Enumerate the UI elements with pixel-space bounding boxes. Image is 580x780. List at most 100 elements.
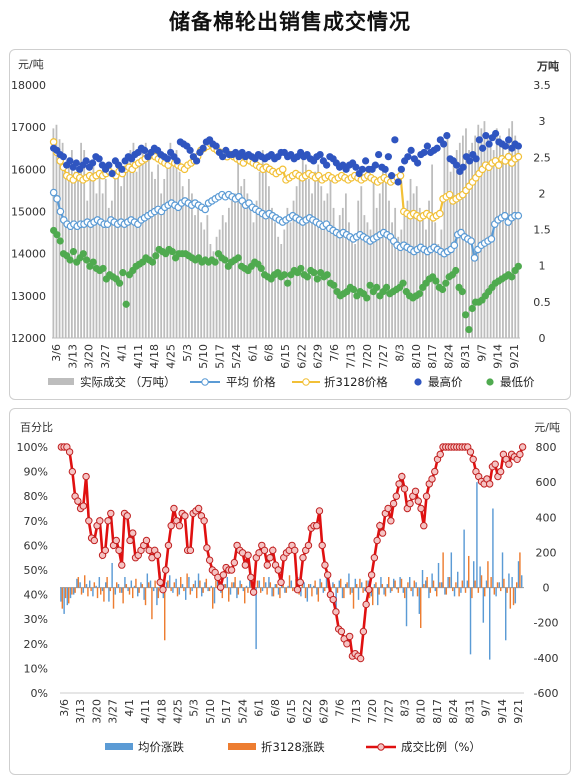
avg-change-bar <box>508 573 510 588</box>
min-price-point <box>221 256 229 264</box>
deal-ratio-point <box>406 499 414 508</box>
converted-change-bar <box>324 587 326 592</box>
x-tick-label: 6/29 <box>317 699 330 724</box>
avg-change-bar <box>287 585 289 588</box>
volume-bar <box>184 200 187 338</box>
deal-ratio-point <box>74 497 82 505</box>
volume-bar <box>258 171 261 338</box>
right-tick-label: 3.5 <box>533 79 551 92</box>
x-tick-label: 7/6 <box>334 699 347 717</box>
volume-bar <box>240 186 243 338</box>
volume-bar <box>243 178 246 338</box>
avg-change-bar <box>217 578 219 588</box>
x-tick-label: 4/18 <box>148 344 161 369</box>
volume-bar <box>320 186 323 338</box>
converted-change-bar <box>432 580 435 588</box>
avg-change-bar <box>405 587 408 627</box>
volume-bar <box>329 178 332 338</box>
deal-ratio-point <box>485 480 494 488</box>
avg-price-point <box>450 241 459 250</box>
min-price-point <box>303 273 312 281</box>
avg-change-bar <box>409 577 411 588</box>
deal-ratio-point <box>241 561 250 569</box>
volume-bar <box>212 251 215 338</box>
volume-bar <box>74 171 76 338</box>
converted-change-bar <box>490 577 492 588</box>
converted-change-bar <box>224 584 227 588</box>
volume-bar <box>378 193 381 338</box>
volume-bar <box>221 215 224 338</box>
deal-ratio-point <box>269 546 277 555</box>
converted-change-bar <box>484 587 486 597</box>
converted-change-bar <box>493 587 496 595</box>
legend-3128: 折3128价格 <box>324 375 388 389</box>
avg-change-bar <box>79 582 81 588</box>
page-title: 储备棉轮出销售成交情况 <box>169 10 411 34</box>
avg-change-bar <box>399 577 401 588</box>
deal-ratio-point <box>332 608 340 616</box>
deal-ratio-point <box>518 443 527 451</box>
right-tick-label: -400 <box>534 652 559 665</box>
deal-ratio-point <box>249 588 258 596</box>
avg-change-bar <box>332 582 334 588</box>
converted-change-bar <box>231 582 233 588</box>
avg-change-bar <box>172 587 174 593</box>
converted-change-bar <box>452 587 454 592</box>
volume-bar <box>200 222 203 338</box>
converted-change-bar <box>64 587 67 599</box>
deal-ratio-point <box>219 571 228 579</box>
max-price-point <box>440 140 448 148</box>
converted-3128-price-point <box>49 138 58 146</box>
avg-change-bar <box>325 577 328 588</box>
max-price-point <box>501 142 509 150</box>
min-price-point <box>56 237 64 245</box>
min-price-point <box>366 281 374 289</box>
avg-change-bar <box>143 587 145 600</box>
max-price-point <box>407 146 415 154</box>
deal-ratio-point <box>266 554 274 562</box>
volume-bar <box>104 178 107 338</box>
right-tick-label: 0.5 <box>533 296 551 309</box>
x-tick-label: 8/17 <box>431 699 444 724</box>
converted-change-bar <box>500 587 502 592</box>
volume-bar <box>197 207 199 338</box>
volume-bar <box>332 207 335 338</box>
volume-bar <box>348 222 350 338</box>
converted-change-bar <box>157 587 160 599</box>
deal-ratio-point <box>398 472 406 481</box>
deal-ratio-point <box>230 558 239 567</box>
volume-bar <box>252 222 255 338</box>
avg-change-bar <box>421 570 424 588</box>
converted-change-bar <box>288 575 291 588</box>
avg-change-bar <box>156 587 158 606</box>
avg-change-bar <box>89 580 91 588</box>
volume-bar <box>357 200 360 338</box>
volume-bar <box>123 171 126 338</box>
deal-ratio-point <box>244 551 252 559</box>
avg-change-bar <box>425 580 427 588</box>
avg-change-bar <box>124 577 126 588</box>
converted-change-bar <box>285 587 288 593</box>
deal-ratio-point <box>82 472 90 481</box>
min-price-point <box>452 266 460 275</box>
volume-bar <box>289 222 292 338</box>
x-tick-label: 8/31 <box>459 344 472 369</box>
right-axis-unit: 万吨 <box>536 59 559 73</box>
converted-change-bar <box>359 578 361 588</box>
min-price-point <box>468 304 476 313</box>
deal-ratio-point <box>428 475 436 483</box>
volume-bar <box>277 236 280 338</box>
volume-bar <box>406 200 409 338</box>
left-tick-label: 40% <box>24 589 48 602</box>
avg-change-bar <box>345 584 347 588</box>
deal-ratio-point <box>247 573 255 582</box>
max-price-point <box>323 161 331 169</box>
volume-bar <box>203 229 206 338</box>
converted-change-bar <box>266 587 268 595</box>
converted-change-bar <box>496 582 499 588</box>
volume-bar <box>89 171 92 338</box>
avg-change-bar <box>476 482 478 588</box>
max-price-point <box>352 163 360 171</box>
max-price-point <box>212 142 220 150</box>
avg-price-point <box>53 195 61 203</box>
